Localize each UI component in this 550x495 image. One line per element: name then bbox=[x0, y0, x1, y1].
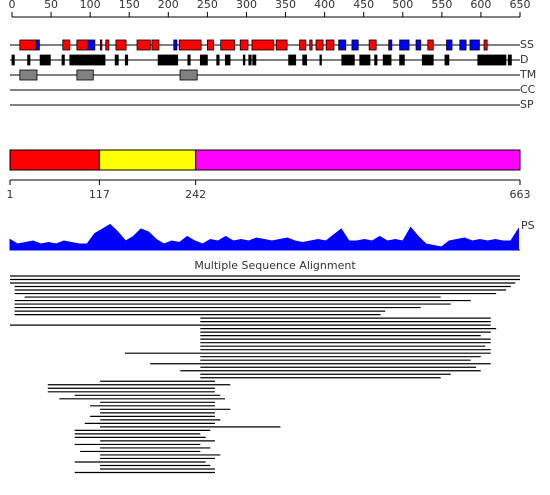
track-label: D bbox=[520, 53, 528, 66]
helix bbox=[76, 39, 89, 51]
d-segment bbox=[39, 54, 51, 66]
d-segment bbox=[216, 54, 220, 66]
tm-segment bbox=[179, 69, 198, 81]
domain-tick-label: 117 bbox=[89, 188, 110, 201]
d-segment bbox=[477, 54, 507, 66]
strand bbox=[415, 39, 422, 51]
tm-segment bbox=[19, 69, 38, 81]
helix bbox=[151, 39, 160, 51]
ruler-tick-label: 400 bbox=[314, 0, 335, 11]
helix bbox=[220, 39, 236, 51]
ruler-tick-label: 300 bbox=[236, 0, 257, 11]
ruler-tick-label: 250 bbox=[197, 0, 218, 11]
helix bbox=[309, 39, 313, 51]
helix bbox=[325, 39, 335, 51]
helix bbox=[239, 39, 249, 51]
helix bbox=[115, 39, 127, 51]
helix bbox=[427, 39, 434, 51]
d-segment bbox=[319, 54, 322, 66]
d-segment bbox=[242, 54, 246, 66]
d-segment bbox=[224, 54, 231, 66]
helix bbox=[62, 39, 71, 51]
track-label: CC bbox=[520, 83, 536, 96]
d-segment bbox=[27, 54, 31, 66]
ruler-tick-label: 150 bbox=[119, 0, 140, 11]
domain-tick-label: 242 bbox=[185, 188, 206, 201]
d-segment bbox=[399, 54, 405, 66]
ruler-tick-label: 450 bbox=[353, 0, 374, 11]
ruler-tick-label: 350 bbox=[275, 0, 296, 11]
helix bbox=[483, 39, 488, 51]
domain bbox=[98, 149, 197, 171]
helix bbox=[368, 39, 377, 51]
strand bbox=[446, 39, 453, 51]
d-segment bbox=[69, 54, 106, 66]
helix bbox=[251, 39, 275, 51]
d-segment bbox=[507, 54, 512, 66]
domain bbox=[9, 149, 100, 171]
ps-label: PS bbox=[521, 219, 535, 232]
d-segment bbox=[288, 54, 297, 66]
ruler-tick-label: 0 bbox=[9, 0, 16, 11]
helix bbox=[105, 39, 110, 51]
strand bbox=[469, 39, 480, 51]
ruler-tick-label: 200 bbox=[158, 0, 179, 11]
helix bbox=[19, 39, 37, 51]
d-segment bbox=[157, 54, 179, 66]
strand bbox=[35, 39, 40, 51]
track-label: TM bbox=[519, 68, 536, 81]
d-segment bbox=[252, 54, 257, 66]
ruler-tick-label: 650 bbox=[510, 0, 531, 11]
d-segment bbox=[187, 54, 191, 66]
d-segment bbox=[444, 54, 450, 66]
d-segment bbox=[421, 54, 434, 66]
ruler-tick-label: 100 bbox=[80, 0, 101, 11]
domain bbox=[195, 149, 521, 171]
helix bbox=[178, 39, 202, 51]
d-segment bbox=[374, 54, 378, 66]
domain-tick-label: 663 bbox=[510, 188, 531, 201]
helix bbox=[315, 39, 324, 51]
msa-title: Multiple Sequence Alignment bbox=[194, 259, 356, 272]
helix bbox=[99, 39, 103, 51]
domain-tick-label: 1 bbox=[7, 188, 14, 201]
strand bbox=[173, 39, 178, 51]
strand bbox=[399, 39, 410, 51]
strand bbox=[338, 39, 347, 51]
strand bbox=[388, 39, 393, 51]
strand bbox=[87, 39, 96, 51]
ruler-tick-label: 500 bbox=[392, 0, 413, 11]
track-label: SS bbox=[520, 38, 534, 51]
helix bbox=[275, 39, 288, 51]
tm-segment bbox=[76, 69, 94, 81]
d-segment bbox=[248, 54, 252, 66]
ruler-tick-label: 550 bbox=[431, 0, 452, 11]
d-segment bbox=[302, 54, 308, 66]
strand bbox=[351, 39, 359, 51]
ps-area bbox=[9, 223, 519, 251]
ruler-tick-label: 50 bbox=[44, 0, 58, 11]
d-segment bbox=[114, 54, 119, 66]
d-segment bbox=[11, 54, 15, 66]
d-segment bbox=[199, 54, 208, 66]
strand bbox=[459, 39, 467, 51]
helix bbox=[206, 39, 215, 51]
d-segment bbox=[359, 54, 371, 66]
d-segment bbox=[124, 54, 129, 66]
helix bbox=[299, 39, 307, 51]
helix bbox=[136, 39, 151, 51]
d-segment bbox=[61, 54, 65, 66]
ruler-tick-label: 600 bbox=[470, 0, 491, 11]
d-segment bbox=[341, 54, 355, 66]
d-segment bbox=[382, 54, 392, 66]
track-label: SP bbox=[520, 98, 534, 111]
